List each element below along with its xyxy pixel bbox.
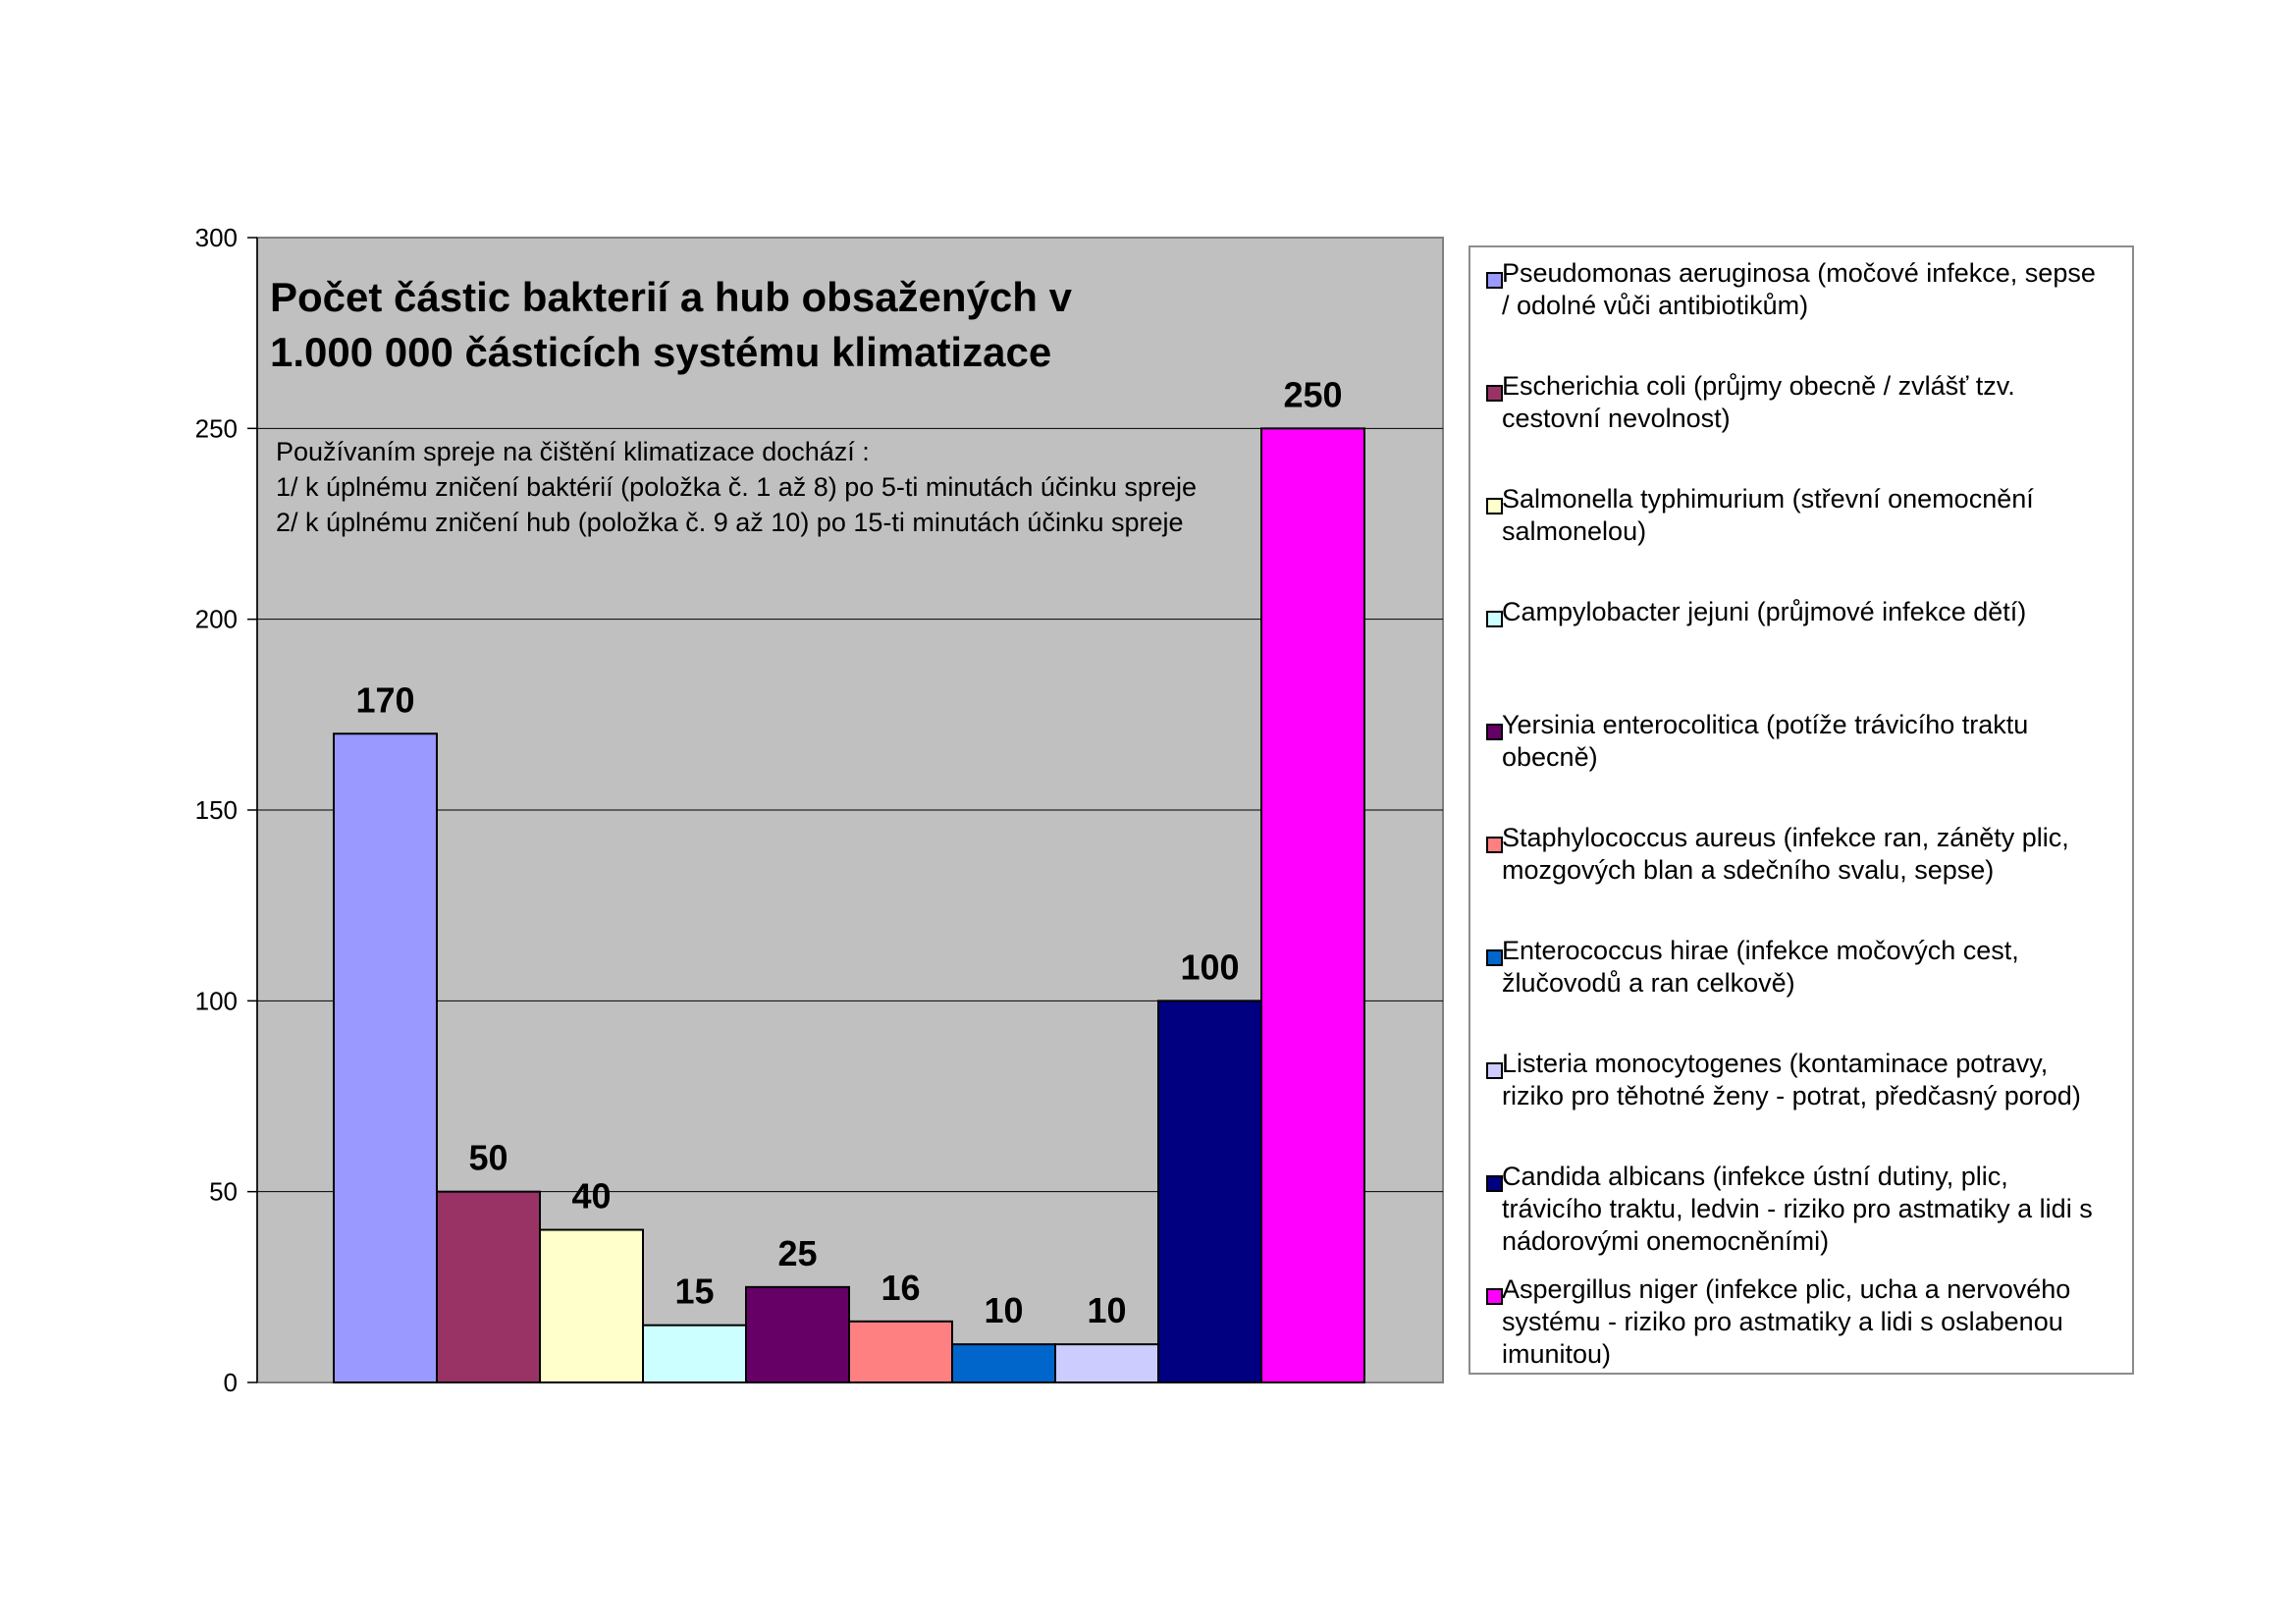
legend-swatch [1486, 1288, 1503, 1305]
bar [951, 1343, 1056, 1383]
legend-swatch [1486, 385, 1503, 402]
bar [539, 1228, 644, 1383]
legend-label: Escherichia coli (průjmy obecně / zvlášť… [1502, 371, 2015, 433]
legend-swatch [1486, 837, 1503, 853]
bar [1157, 1000, 1262, 1383]
legend-swatch [1486, 949, 1503, 966]
legend-swatch [1486, 272, 1503, 289]
data-label: 10 [984, 1290, 1023, 1330]
legend-swatch [1486, 498, 1503, 514]
chart-legend: Pseudomonas aeruginosa (močové infekce, … [1468, 245, 2134, 1375]
legend-label: Yersinia enterocolitica (potíže trávicíh… [1502, 710, 2029, 772]
data-label: 100 [1180, 947, 1239, 987]
data-label: 15 [674, 1272, 714, 1312]
legend-label: Listeria monocytogenes (kontaminace potr… [1502, 1049, 2081, 1110]
data-label: 50 [468, 1138, 507, 1178]
note-line-1: Používaním spreje na čištění klimatizace… [276, 437, 870, 466]
legend-label: Candida albicans (infekce ústní dutiny, … [1502, 1162, 2093, 1256]
y-tick-label: 50 [209, 1177, 238, 1207]
data-label: 170 [355, 679, 414, 720]
title-line-1: Počet částic bakterií a hub obsažených v [270, 274, 1072, 320]
data-label: 10 [1087, 1290, 1126, 1330]
bar [848, 1320, 953, 1384]
legend-label: Campylobacter jejuni (průjmové infekce d… [1502, 597, 2027, 626]
legend-swatch [1486, 1062, 1503, 1079]
data-label: 25 [777, 1233, 817, 1273]
bar [642, 1324, 747, 1383]
y-tick-label: 250 [195, 413, 238, 443]
legend-swatch [1486, 1175, 1503, 1192]
legend-label: Staphylococcus aureus (infekce ran, záně… [1502, 823, 2069, 885]
y-tick-label: 300 [195, 223, 238, 252]
note-line-2: 1/ k úplnému zničení baktérií (položka č… [276, 472, 1197, 502]
bar [1054, 1343, 1159, 1383]
title-line-2: 1.000 000 částicích systému klimatizace [270, 329, 1052, 375]
bar [436, 1190, 541, 1383]
legend-swatch [1486, 611, 1503, 627]
data-label: 16 [881, 1268, 920, 1308]
chart-title-overlay: Počet částic bakterií a hub obsažených v… [270, 270, 1202, 380]
y-tick-label: 150 [195, 795, 238, 825]
data-label: 250 [1283, 374, 1342, 414]
bar [333, 732, 438, 1383]
legend-label: Aspergillus niger (infekce plic, ucha a … [1502, 1274, 2071, 1369]
y-tick-label: 0 [224, 1368, 238, 1397]
legend-label: Salmonella typhimurium (střevní onemocně… [1502, 484, 2034, 546]
legend-swatch [1486, 724, 1503, 740]
chart-note: Používaním spreje na čištění klimatizace… [276, 434, 1257, 540]
bar [1260, 427, 1365, 1384]
legend-label: Pseudomonas aeruginosa (močové infekce, … [1502, 258, 2096, 320]
data-label: 40 [571, 1176, 611, 1217]
y-tick-label: 100 [195, 986, 238, 1015]
note-line-3: 2/ k úplnému zničení hub (položka č. 9 a… [276, 508, 1184, 537]
y-tick-label: 200 [195, 605, 238, 634]
bar [745, 1285, 850, 1384]
legend-label: Enterococcus hirae (infekce močových ces… [1502, 936, 2019, 998]
